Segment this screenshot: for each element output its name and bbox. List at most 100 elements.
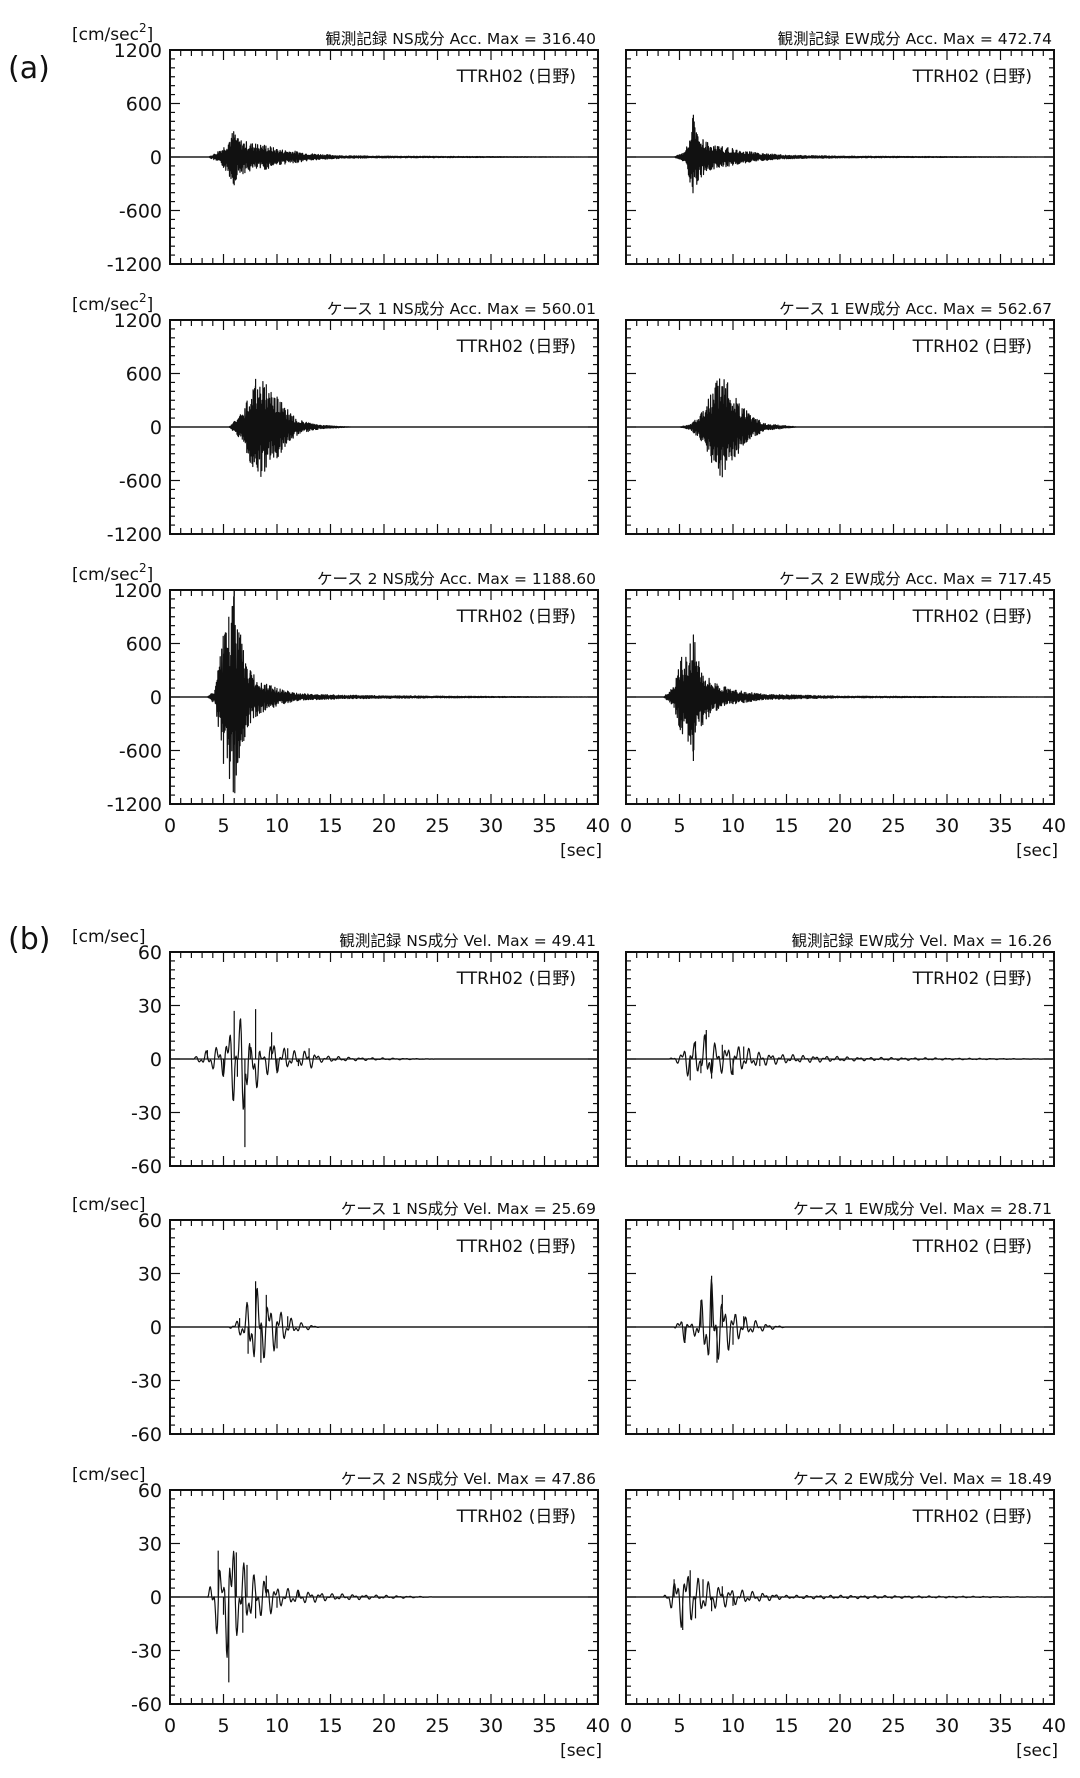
- y-tick-label: 1200: [114, 580, 162, 602]
- x-tick-label: 5: [217, 1715, 229, 1737]
- y-tick-label: -1200: [107, 254, 162, 276]
- y-unit-label: [cm/sec]: [72, 1465, 146, 1485]
- y-tick-label: 30: [138, 996, 162, 1018]
- y-tick-label: 1200: [114, 40, 162, 62]
- y-tick-label: 0: [150, 1049, 162, 1071]
- y-tick-label: 0: [150, 1587, 162, 1609]
- panel-title: 観測記録 EW成分 Vel. Max = 16.26: [792, 932, 1052, 950]
- station-label: TTRH02 (日野): [456, 337, 576, 357]
- x-tick-label: 15: [774, 815, 798, 837]
- x-unit-label: [sec]: [560, 841, 602, 861]
- x-unit-label: [sec]: [1016, 1741, 1058, 1761]
- y-unit-label: [cm/sec]: [72, 927, 146, 947]
- x-tick-label: 30: [479, 1715, 503, 1737]
- waveform-trace: [626, 1030, 1054, 1081]
- panel-title: ケース 2 EW成分 Acc. Max = 717.45: [779, 570, 1052, 588]
- x-tick-label: 40: [586, 1715, 610, 1737]
- x-tick-label: 20: [828, 815, 852, 837]
- station-label: TTRH02 (日野): [912, 1507, 1032, 1527]
- station-label: TTRH02 (日野): [456, 1507, 576, 1527]
- y-tick-label: 0: [150, 417, 162, 439]
- y-tick-label: 30: [138, 1534, 162, 1556]
- panel-title: ケース 1 EW成分 Acc. Max = 562.67: [779, 300, 1052, 318]
- y-tick-label: -60: [131, 1424, 162, 1446]
- y-unit-bracket: ]: [147, 295, 154, 315]
- y-tick-label: 1200: [114, 310, 162, 332]
- y-tick-label: -60: [131, 1156, 162, 1178]
- panel-8: 観測記録 EW成分 Vel. Max = 16.26 TTRH02 (日野): [625, 932, 1055, 1167]
- waveform-trace: [625, 114, 1054, 194]
- x-tick-label: 35: [532, 1715, 556, 1737]
- waveform-trace: [169, 378, 598, 477]
- x-tick-label: 0: [164, 1715, 176, 1737]
- section-b-label: (b): [8, 922, 50, 957]
- panel-title: ケース 2 EW成分 Vel. Max = 18.49: [793, 1470, 1052, 1488]
- y-tick-label: -600: [119, 201, 162, 223]
- y-tick-label: 60: [138, 1480, 162, 1502]
- panel-9: ケース 1 NS成分 Vel. Max = 25.69 TTRH02 (日野) 60…: [72, 1195, 599, 1446]
- y-tick-label: -30: [131, 1103, 162, 1125]
- y-tick-label: -600: [119, 471, 162, 493]
- waveform-trace: [169, 131, 598, 186]
- y-tick-label: -30: [131, 1371, 162, 1393]
- panel-title: 観測記録 NS成分 Acc. Max = 316.40: [325, 30, 596, 48]
- x-tick-label: 15: [774, 1715, 798, 1737]
- y-tick-label: 0: [150, 1317, 162, 1339]
- station-label: TTRH02 (日野): [912, 607, 1032, 627]
- panel-title: ケース 1 NS成分 Vel. Max = 25.69: [341, 1200, 596, 1218]
- panel-title: 観測記録 EW成分 Acc. Max = 472.74: [778, 30, 1052, 48]
- panel-2: 観測記録 EW成分 Acc. Max = 472.74 TTRH02 (日野): [625, 30, 1055, 265]
- station-label: TTRH02 (日野): [912, 337, 1032, 357]
- y-unit-label: [cm/sec]: [72, 1195, 146, 1215]
- panel-title: ケース 2 NS成分 Vel. Max = 47.86: [341, 1470, 596, 1488]
- station-label: TTRH02 (日野): [912, 67, 1032, 87]
- panel-12: ケース 2 EW成分 Vel. Max = 18.49 TTRH02 (日野) 0 5…: [620, 1470, 1066, 1761]
- x-tick-label: 40: [1042, 815, 1066, 837]
- y-tick-label: 600: [126, 364, 162, 386]
- y-tick-label: -1200: [107, 794, 162, 816]
- y-tick-label: -60: [131, 1694, 162, 1716]
- x-tick-label: 35: [988, 1715, 1012, 1737]
- station-label: TTRH02 (日野): [912, 1237, 1032, 1257]
- x-tick-label: 10: [721, 1715, 745, 1737]
- y-unit-bracket: ]: [147, 25, 154, 45]
- panel-title: 観測記録 NS成分 Vel. Max = 49.41: [339, 932, 596, 950]
- waveform-trace: [169, 591, 598, 794]
- y-tick-label: -30: [131, 1641, 162, 1663]
- y-tick-label: 60: [138, 1210, 162, 1232]
- y-tick-label: 600: [126, 634, 162, 656]
- x-tick-label: 5: [673, 815, 685, 837]
- panel-11: ケース 2 NS成分 Vel. Max = 47.86 TTRH02 (日野) 60…: [72, 1465, 610, 1761]
- station-label: TTRH02 (日野): [456, 607, 576, 627]
- y-tick-label: 60: [138, 942, 162, 964]
- x-tick-label: 0: [620, 815, 632, 837]
- x-tick-label: 30: [935, 815, 959, 837]
- waveform-trace: [170, 1281, 598, 1363]
- y-tick-label: 0: [150, 687, 162, 709]
- station-label: TTRH02 (日野): [912, 969, 1032, 989]
- x-tick-label: 10: [721, 815, 745, 837]
- x-tick-label: 40: [586, 815, 610, 837]
- waveform-trace: [626, 1275, 1054, 1363]
- panel-title: ケース 1 NS成分 Acc. Max = 560.01: [327, 300, 596, 318]
- x-tick-label: 35: [988, 815, 1012, 837]
- waveform-trace: [625, 634, 1054, 761]
- panels: 観測記録 NS成分 Acc. Max = 316.40 TTRH02 (日野) 12…: [72, 21, 1066, 1761]
- y-tick-label: 0: [150, 147, 162, 169]
- x-tick-label: 5: [673, 1715, 685, 1737]
- y-tick-label: -1200: [107, 524, 162, 546]
- panel-10: ケース 1 EW成分 Vel. Max = 28.71 TTRH02 (日野): [625, 1200, 1055, 1435]
- x-tick-label: 15: [318, 1715, 342, 1737]
- x-tick-label: 20: [828, 1715, 852, 1737]
- panel-4: ケース 1 EW成分 Acc. Max = 562.67 TTRH02 (日野): [625, 300, 1055, 535]
- panel-6: ケース 2 EW成分 Acc. Max = 717.45 TTRH02 (日野) 0…: [620, 570, 1066, 861]
- panel-1: 観測記録 NS成分 Acc. Max = 316.40 TTRH02 (日野) 12…: [72, 21, 599, 276]
- section-a-label: (a): [8, 51, 50, 86]
- y-tick-label: -600: [119, 741, 162, 763]
- x-tick-label: 5: [217, 815, 229, 837]
- waveform-trace: [626, 1570, 1054, 1630]
- x-tick-label: 25: [425, 1715, 449, 1737]
- x-tick-label: 25: [881, 1715, 905, 1737]
- waveform-trace: [625, 378, 1054, 478]
